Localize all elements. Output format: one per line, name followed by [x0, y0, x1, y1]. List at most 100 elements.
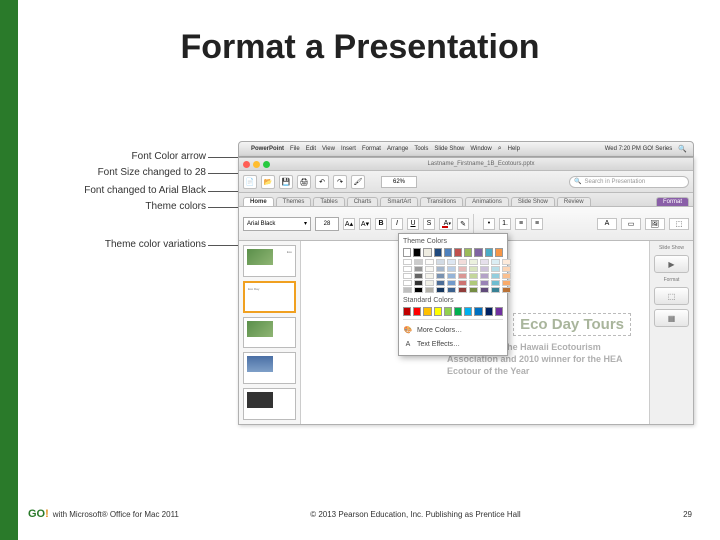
color-swatch[interactable]: [469, 273, 478, 279]
zoom-select[interactable]: 62%: [381, 176, 417, 188]
color-swatch[interactable]: [480, 287, 489, 293]
align-center-button[interactable]: ≡: [531, 218, 543, 230]
play-slideshow-button[interactable]: ▶: [654, 255, 689, 273]
color-swatch[interactable]: [414, 287, 423, 293]
strike-button[interactable]: S: [423, 218, 435, 230]
bullets-button[interactable]: •: [483, 218, 495, 230]
increase-font-button[interactable]: A▴: [343, 218, 355, 230]
color-swatch[interactable]: [458, 280, 467, 286]
color-swatch[interactable]: [469, 266, 478, 272]
align-left-button[interactable]: ≡: [515, 218, 527, 230]
menu-edit[interactable]: Edit: [306, 146, 316, 152]
color-swatch[interactable]: [444, 307, 452, 316]
chevron-down-icon[interactable]: ▾: [448, 221, 451, 227]
italic-button[interactable]: I: [391, 218, 403, 230]
menu-tools[interactable]: Tools: [414, 146, 428, 152]
color-swatch[interactable]: [495, 307, 503, 316]
color-swatch[interactable]: [491, 287, 500, 293]
color-swatch[interactable]: [425, 287, 434, 293]
color-swatch[interactable]: [474, 307, 482, 316]
color-swatch[interactable]: [403, 287, 412, 293]
print-button[interactable]: 🖨: [297, 175, 311, 189]
color-swatch[interactable]: [413, 248, 421, 257]
color-swatch[interactable]: [502, 266, 511, 272]
color-swatch[interactable]: [464, 307, 472, 316]
picture-button[interactable]: 🖼: [645, 218, 665, 230]
open-button[interactable]: 📂: [261, 175, 275, 189]
menu-window[interactable]: Window: [470, 146, 491, 152]
thumbnail-2[interactable]: Eco Day: [243, 281, 296, 313]
color-swatch[interactable]: [436, 280, 445, 286]
minimize-icon[interactable]: [253, 161, 260, 168]
color-swatch[interactable]: [491, 266, 500, 272]
color-swatch[interactable]: [469, 280, 478, 286]
thumbnail-5[interactable]: [243, 388, 296, 420]
color-swatch[interactable]: [502, 259, 511, 265]
color-swatch[interactable]: [480, 266, 489, 272]
color-swatch[interactable]: [414, 266, 423, 272]
color-swatch[interactable]: [495, 248, 503, 257]
color-swatch[interactable]: [464, 248, 472, 257]
text-effects-item[interactable]: A Text Effects…: [403, 337, 503, 351]
color-swatch[interactable]: [502, 273, 511, 279]
menu-arrange[interactable]: Arrange: [387, 146, 408, 152]
zoom-icon[interactable]: [263, 161, 270, 168]
undo-button[interactable]: ↶: [315, 175, 329, 189]
color-swatch[interactable]: [423, 307, 431, 316]
save-button[interactable]: 💾: [279, 175, 293, 189]
color-swatch[interactable]: [436, 273, 445, 279]
color-swatch[interactable]: [480, 259, 489, 265]
color-swatch[interactable]: [436, 287, 445, 293]
thumbnail-1[interactable]: Eco: [243, 245, 296, 277]
format-panel-button[interactable]: ⬚: [654, 287, 689, 305]
color-swatch[interactable]: [425, 273, 434, 279]
underline-button[interactable]: U: [407, 218, 419, 230]
color-swatch[interactable]: [403, 280, 412, 286]
spotlight-icon[interactable]: 🔍: [678, 145, 687, 153]
color-swatch[interactable]: [436, 259, 445, 265]
tab-animations[interactable]: Animations: [465, 197, 509, 206]
color-swatch[interactable]: [403, 266, 412, 272]
tab-tables[interactable]: Tables: [313, 197, 344, 206]
color-swatch[interactable]: [458, 273, 467, 279]
color-swatch[interactable]: [447, 259, 456, 265]
menu-app[interactable]: PowerPoint: [251, 146, 284, 152]
color-swatch[interactable]: [491, 273, 500, 279]
color-swatch[interactable]: [413, 307, 421, 316]
font-size-select[interactable]: 28: [315, 217, 339, 231]
arrange-button[interactable]: ⬚: [669, 218, 689, 230]
color-swatch[interactable]: [423, 248, 431, 257]
menu-view[interactable]: View: [322, 146, 335, 152]
color-swatch[interactable]: [502, 287, 511, 293]
tab-format[interactable]: Format: [656, 197, 689, 206]
search-input[interactable]: 🔍 Search in Presentation: [569, 176, 689, 188]
highlight-button[interactable]: ✎: [457, 218, 469, 230]
color-swatch[interactable]: [447, 273, 456, 279]
text-box-button[interactable]: A: [597, 218, 617, 230]
color-swatch[interactable]: [458, 287, 467, 293]
color-swatch[interactable]: [436, 266, 445, 272]
color-swatch[interactable]: [502, 280, 511, 286]
slide-title-text[interactable]: Eco Day Tours: [513, 313, 631, 336]
menu-slideshow[interactable]: Slide Show: [434, 146, 464, 152]
color-swatch[interactable]: [454, 248, 462, 257]
color-swatch[interactable]: [425, 259, 434, 265]
color-swatch[interactable]: [434, 307, 442, 316]
shape-button[interactable]: ▭: [621, 218, 641, 230]
color-swatch[interactable]: [485, 248, 493, 257]
format-painter-button[interactable]: 🖌: [351, 175, 365, 189]
tab-review[interactable]: Review: [557, 197, 591, 206]
menu-file[interactable]: File: [290, 146, 300, 152]
color-swatch[interactable]: [474, 248, 482, 257]
font-name-select[interactable]: Arial Black ▾: [243, 217, 311, 231]
color-swatch[interactable]: [491, 259, 500, 265]
color-swatch[interactable]: [480, 273, 489, 279]
tab-home[interactable]: Home: [243, 197, 274, 206]
bold-button[interactable]: B: [375, 218, 387, 230]
color-swatch[interactable]: [480, 280, 489, 286]
tab-themes[interactable]: Themes: [276, 197, 312, 206]
color-swatch[interactable]: [403, 307, 411, 316]
color-swatch[interactable]: [434, 248, 442, 257]
tab-charts[interactable]: Charts: [347, 197, 379, 206]
new-button[interactable]: 📄: [243, 175, 257, 189]
